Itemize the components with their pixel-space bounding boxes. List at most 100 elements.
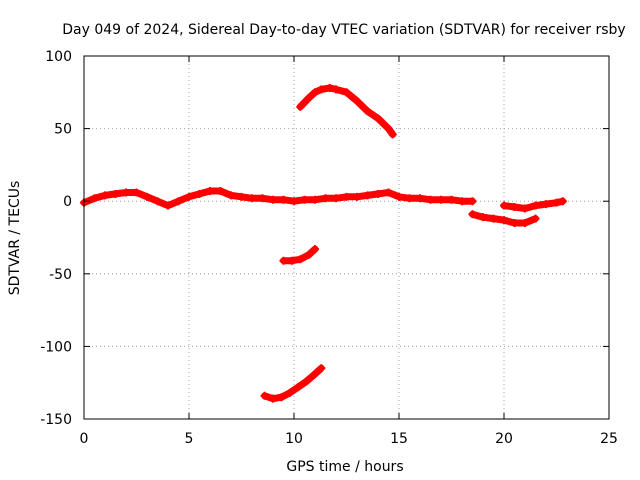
x-tick-label: 15: [390, 431, 408, 447]
data-point: [122, 188, 130, 197]
data-point: [489, 214, 498, 223]
data-point: [300, 195, 309, 204]
data-point: [388, 130, 397, 139]
data-point: [479, 213, 487, 222]
data-point: [248, 194, 256, 203]
plot-frame: [83, 55, 610, 420]
data-point: [468, 197, 477, 206]
y-tick-label: 0: [63, 194, 72, 210]
data-point: [216, 187, 225, 196]
data-point: [111, 189, 120, 198]
y-tick-label: -100: [40, 339, 72, 355]
data-point: [332, 194, 340, 203]
data-point: [531, 214, 540, 223]
data-point: [325, 83, 334, 92]
data-point: [287, 256, 296, 265]
series-minus-forty-segment: [279, 245, 319, 265]
data-point: [542, 200, 550, 209]
y-tick-label: 50: [54, 122, 72, 138]
data-series: [80, 83, 567, 403]
x-tick-label: 5: [185, 431, 194, 447]
grid-lines: [84, 56, 609, 419]
data-point: [258, 194, 267, 203]
data-point: [101, 191, 109, 200]
data-point: [468, 210, 477, 219]
data-point: [500, 201, 508, 210]
data-point: [353, 97, 361, 106]
data-point: [363, 107, 372, 116]
data-point: [447, 195, 456, 204]
data-point: [290, 197, 298, 206]
data-point: [260, 391, 269, 400]
data-point: [279, 195, 288, 204]
data-point: [500, 216, 508, 225]
y-tick-label: -150: [40, 412, 72, 428]
data-point: [227, 191, 235, 200]
series-main-near-zero: [80, 187, 477, 210]
y-tick-label: 100: [45, 49, 72, 65]
axis-ticks: 0 5 10 15 20 25 -150 -100 -50 0 50 100: [40, 49, 618, 447]
data-point: [321, 194, 330, 203]
data-point: [269, 195, 277, 204]
x-tick-label: 25: [600, 431, 618, 447]
data-point: [363, 191, 372, 200]
data-point: [296, 255, 305, 264]
data-point: [552, 198, 561, 207]
data-point: [90, 194, 99, 203]
data-point: [317, 364, 326, 373]
series-late-segment: [468, 210, 540, 227]
data-point: [521, 218, 529, 227]
data-point: [311, 369, 319, 378]
data-point: [510, 218, 519, 227]
data-point: [311, 245, 319, 254]
data-point: [279, 256, 288, 265]
data-point: [195, 189, 204, 198]
data-point: [277, 393, 286, 402]
data-point: [332, 85, 340, 94]
data-point: [458, 197, 466, 206]
series-lower-arc: [260, 364, 326, 403]
data-point: [296, 102, 305, 111]
x-tick-label: 20: [495, 431, 513, 447]
data-point: [153, 197, 162, 206]
data-point: [342, 88, 351, 97]
data-point: [531, 201, 540, 210]
data-point: [206, 187, 214, 196]
data-point: [374, 114, 382, 123]
data-point: [384, 124, 393, 133]
data-point: [304, 94, 313, 103]
y-axis-label: SDTVAR / TECUs: [7, 181, 23, 296]
series-line: [80, 187, 476, 210]
series-upper-arc: [296, 83, 397, 139]
data-point: [164, 201, 172, 210]
data-point: [374, 189, 382, 198]
data-point: [558, 197, 567, 206]
data-point: [510, 203, 519, 212]
data-point: [311, 195, 319, 204]
data-point: [384, 188, 393, 197]
chart-title: Day 049 of 2024, Sidereal Day-to-day VTE…: [62, 22, 625, 38]
data-point: [405, 194, 414, 203]
data-point: [521, 204, 529, 213]
data-point: [143, 192, 151, 201]
series-line: [261, 364, 325, 403]
series-late-recovery: [500, 197, 567, 213]
data-point: [353, 192, 361, 201]
data-point: [304, 250, 313, 259]
data-point: [342, 192, 351, 201]
x-tick-label: 10: [285, 431, 303, 447]
data-point: [311, 88, 319, 97]
data-point: [426, 195, 435, 204]
data-point: [294, 383, 303, 392]
data-point: [174, 197, 183, 206]
data-point: [416, 194, 424, 203]
data-point: [285, 388, 294, 397]
data-point: [132, 188, 141, 197]
data-point: [302, 377, 311, 386]
data-point: [237, 192, 246, 201]
data-point: [437, 195, 445, 204]
x-tick-label: 0: [80, 431, 89, 447]
x-axis-label: GPS time / hours: [286, 459, 403, 475]
data-point: [395, 192, 403, 201]
